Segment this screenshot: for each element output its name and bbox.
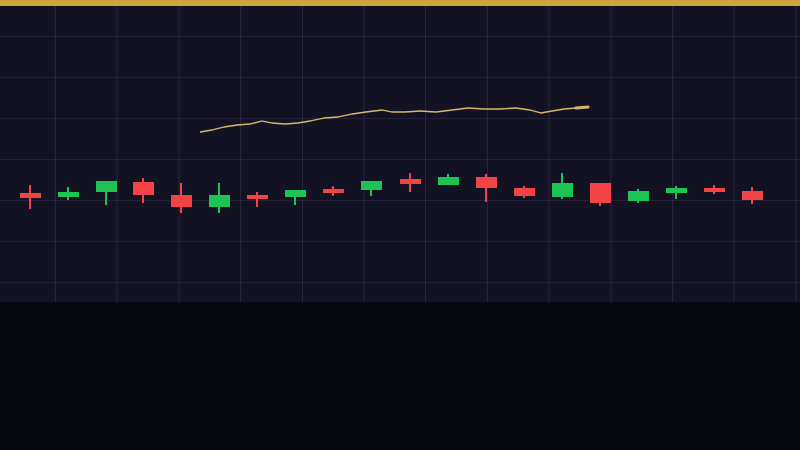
candle-wick-up xyxy=(105,181,107,205)
candle-body-down xyxy=(399,179,421,184)
candle-body-up xyxy=(551,183,573,197)
candle-body-down xyxy=(19,193,41,198)
candle-body-up xyxy=(208,195,230,207)
candle-body-up xyxy=(360,181,382,190)
candle-body-down xyxy=(132,182,154,195)
bottom-banner: Price Action Trading No Indicators Neede… xyxy=(0,302,800,450)
candle-body-down xyxy=(703,188,725,192)
candle-body-up xyxy=(665,188,687,193)
candle-wick-down xyxy=(485,174,487,202)
candle-body-down xyxy=(741,191,763,200)
candle-body-down xyxy=(170,195,192,207)
price-chart xyxy=(0,0,800,302)
candle-body-up xyxy=(437,177,459,185)
candle-body-down xyxy=(475,177,497,188)
candle-body-down xyxy=(322,189,344,193)
candle-body-up xyxy=(627,191,649,201)
candle-body-down xyxy=(513,188,535,196)
yellow-trend-line xyxy=(199,105,590,133)
candle-body-up xyxy=(95,181,117,192)
candle-body-up xyxy=(57,192,79,197)
candle-body-down xyxy=(589,183,611,203)
candle-body-up xyxy=(284,190,306,197)
candle-body-down xyxy=(246,195,268,199)
candle-wick-up xyxy=(294,190,296,205)
top-accent-bar xyxy=(0,0,800,6)
candle-wick-down xyxy=(256,192,258,207)
